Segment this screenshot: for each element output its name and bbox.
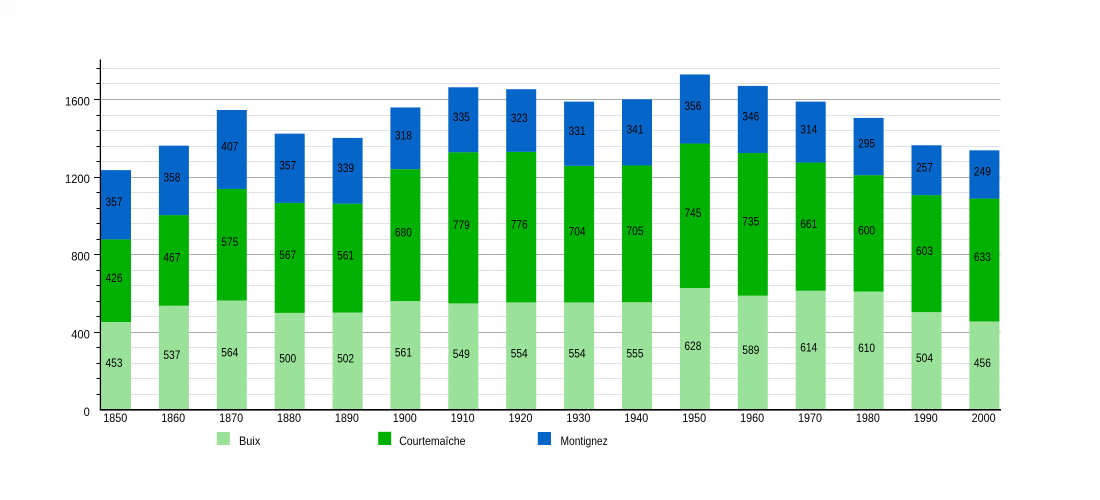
svg-text:500: 500	[279, 352, 296, 366]
svg-text:554: 554	[511, 346, 528, 360]
svg-text:Buix: Buix	[239, 434, 260, 448]
svg-text:776: 776	[511, 217, 528, 231]
svg-text:504: 504	[916, 351, 933, 365]
svg-text:633: 633	[974, 250, 991, 264]
svg-text:614: 614	[800, 341, 817, 355]
svg-text:0: 0	[84, 405, 90, 419]
svg-text:453: 453	[106, 356, 123, 370]
svg-text:314: 314	[800, 122, 817, 136]
svg-text:357: 357	[106, 195, 123, 209]
svg-text:1940: 1940	[624, 411, 648, 425]
svg-text:1870: 1870	[219, 411, 243, 425]
svg-text:1200: 1200	[65, 172, 90, 186]
svg-text:357: 357	[279, 158, 296, 172]
svg-text:779: 779	[453, 218, 470, 232]
svg-text:323: 323	[511, 111, 528, 125]
svg-text:1980: 1980	[856, 411, 880, 425]
svg-text:661: 661	[800, 217, 817, 231]
svg-text:Courtemaîche: Courtemaîche	[399, 434, 466, 448]
svg-text:1850: 1850	[103, 411, 127, 425]
svg-text:549: 549	[453, 347, 470, 361]
svg-text:1920: 1920	[509, 411, 533, 425]
svg-text:339: 339	[337, 161, 354, 175]
svg-text:1880: 1880	[277, 411, 301, 425]
svg-text:1950: 1950	[682, 411, 706, 425]
svg-text:800: 800	[71, 250, 90, 264]
svg-text:555: 555	[627, 346, 644, 360]
svg-text:249: 249	[974, 165, 991, 179]
svg-text:346: 346	[742, 110, 759, 124]
svg-text:456: 456	[974, 356, 991, 370]
svg-text:341: 341	[627, 123, 644, 137]
svg-text:295: 295	[858, 137, 875, 151]
svg-text:561: 561	[337, 248, 354, 262]
svg-text:628: 628	[684, 339, 701, 353]
svg-text:561: 561	[395, 346, 412, 360]
svg-text:331: 331	[569, 124, 586, 138]
svg-text:1970: 1970	[798, 411, 822, 425]
svg-text:1910: 1910	[451, 411, 475, 425]
svg-text:407: 407	[221, 140, 238, 154]
svg-text:745: 745	[684, 206, 701, 220]
svg-text:603: 603	[916, 244, 933, 258]
svg-text:358: 358	[163, 171, 180, 185]
svg-text:735: 735	[742, 215, 759, 229]
svg-text:1930: 1930	[566, 411, 590, 425]
svg-text:537: 537	[163, 348, 180, 362]
svg-text:554: 554	[569, 346, 586, 360]
svg-text:467: 467	[163, 251, 180, 265]
svg-text:2000: 2000	[972, 411, 996, 425]
svg-text:575: 575	[221, 235, 238, 249]
svg-text:567: 567	[279, 248, 296, 262]
svg-text:502: 502	[337, 351, 354, 365]
svg-text:1960: 1960	[740, 411, 764, 425]
svg-text:1600: 1600	[65, 95, 90, 109]
svg-text:1990: 1990	[914, 411, 938, 425]
svg-text:257: 257	[916, 160, 933, 174]
svg-text:1900: 1900	[393, 411, 417, 425]
svg-text:318: 318	[395, 129, 412, 143]
svg-text:1890: 1890	[335, 411, 359, 425]
svg-text:704: 704	[569, 224, 586, 238]
svg-text:335: 335	[453, 110, 470, 124]
svg-text:705: 705	[627, 224, 644, 238]
svg-text:1860: 1860	[161, 411, 185, 425]
svg-text:589: 589	[742, 343, 759, 357]
svg-text:564: 564	[221, 345, 238, 359]
svg-text:426: 426	[106, 271, 123, 285]
svg-text:356: 356	[684, 99, 701, 113]
svg-text:610: 610	[858, 341, 875, 355]
svg-text:600: 600	[858, 224, 875, 238]
svg-text:Montignez: Montignez	[561, 434, 608, 448]
svg-text:400: 400	[71, 327, 90, 341]
svg-text:680: 680	[395, 225, 412, 239]
